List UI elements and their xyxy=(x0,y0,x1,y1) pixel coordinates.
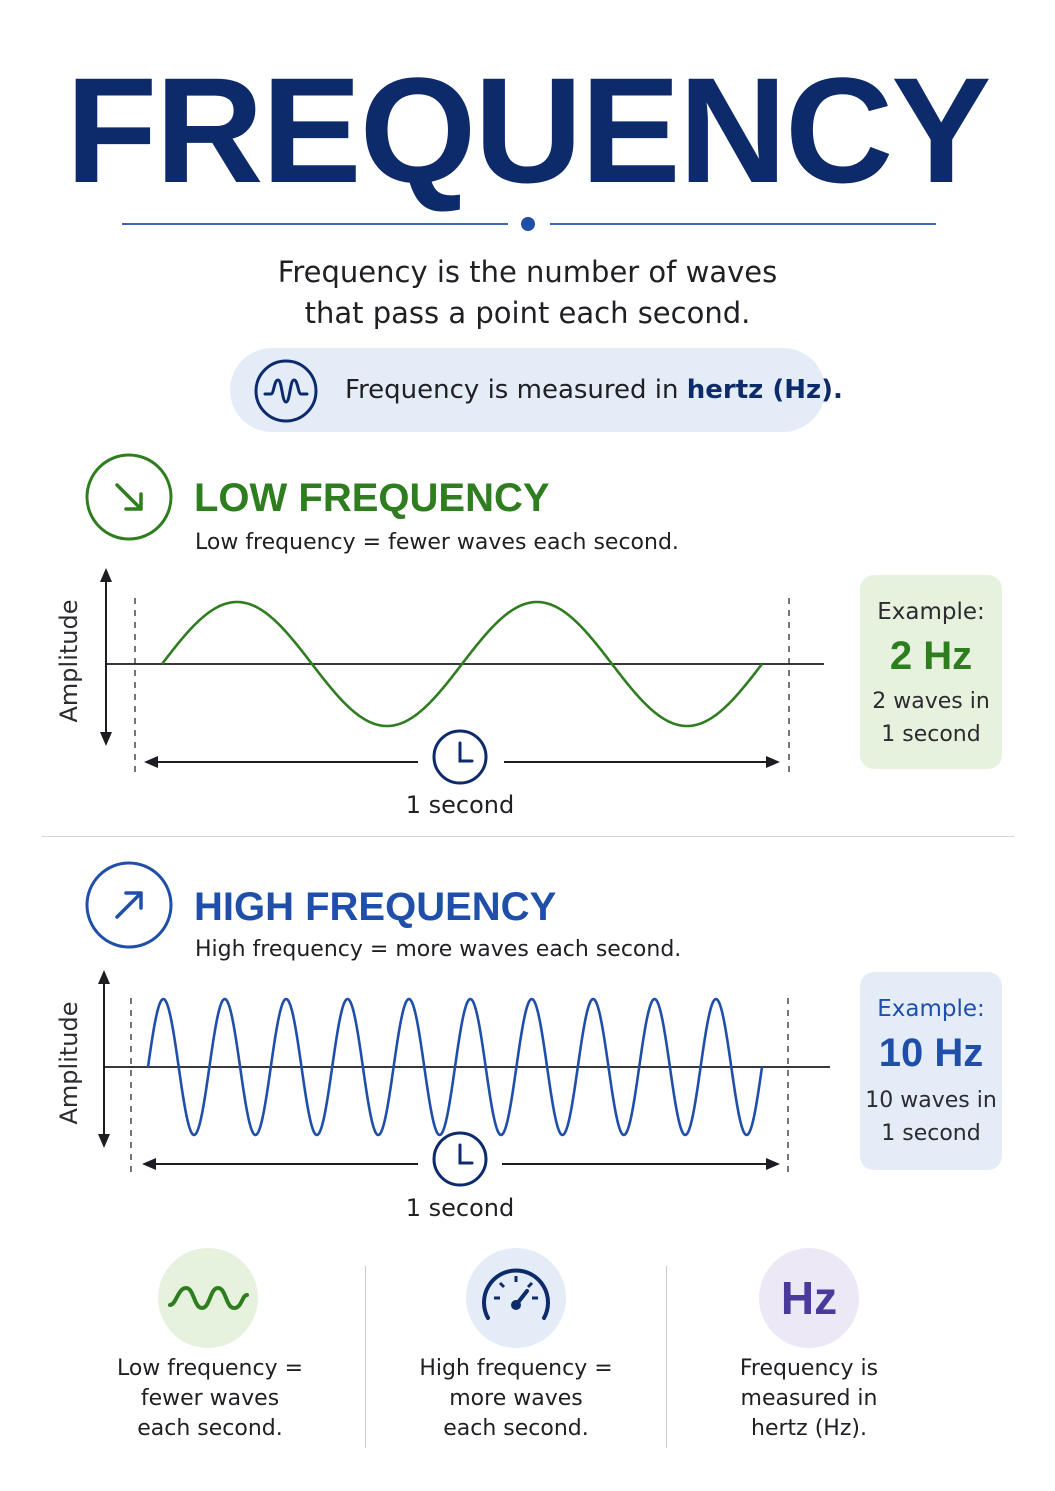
summary-high-badge xyxy=(466,1248,566,1348)
high-amplitude-arrow-down xyxy=(98,1134,110,1148)
high-wave-line xyxy=(146,997,764,1137)
summary-low-line-2: fewer waves xyxy=(140,1386,280,1411)
low-example-value: 2 Hz xyxy=(889,634,973,678)
low-frequency-title: LOW FREQUENCY xyxy=(194,476,550,520)
summary-low-line-3: each second. xyxy=(137,1416,283,1441)
high-example-box: Example: 10 Hz 10 waves in 1 second xyxy=(860,972,1002,1170)
low-frequency-subtitle: Low frequency = fewer waves each second. xyxy=(195,530,679,555)
high-example-value: 10 Hz xyxy=(878,1031,984,1075)
summary-high-line-2: more waves xyxy=(449,1386,583,1411)
summary-high-line-1: High frequency = xyxy=(419,1356,613,1381)
title-rule-dot xyxy=(521,217,535,231)
summary-low-badge xyxy=(158,1248,258,1348)
unit-note-prefix: Frequency is measured in xyxy=(345,375,687,405)
high-example-label: Example: xyxy=(877,996,985,1022)
high-time-arrow-right xyxy=(766,1158,780,1170)
clock-icon xyxy=(432,729,488,785)
arrow-down-right-icon xyxy=(85,453,173,541)
high-frequency-title: HIGH FREQUENCY xyxy=(194,885,557,929)
summary-unit-text: Frequency is measured in hertz (Hz). xyxy=(679,1354,939,1444)
summary-high-line-3: each second. xyxy=(443,1416,589,1441)
summary-unit-line-2: measured in xyxy=(740,1386,878,1411)
low-time-label: 1 second xyxy=(405,791,515,819)
high-time-arrow-left xyxy=(142,1158,156,1170)
intro-line-2: that pass a point each second. xyxy=(304,296,751,330)
low-time-arrow-right xyxy=(766,756,780,768)
summary-high-text: High frequency = more waves each second. xyxy=(386,1354,646,1444)
arrow-up-right-icon xyxy=(85,861,173,949)
low-wave-line xyxy=(160,600,764,728)
wave-icon xyxy=(168,1285,249,1311)
unit-note-emphasis: hertz (Hz). xyxy=(686,375,843,405)
high-time-label: 1 second xyxy=(405,1194,515,1222)
high-example-note-1: 10 waves in xyxy=(865,1088,997,1113)
summary-low-line-1: Low frequency = xyxy=(116,1356,304,1381)
summary-unit-line-1: Frequency is xyxy=(739,1356,879,1381)
unit-note-pill xyxy=(230,348,825,432)
high-example-note-2: 1 second xyxy=(881,1121,981,1146)
summary-low-text: Low frequency = fewer waves each second. xyxy=(80,1354,340,1444)
title-rule-left xyxy=(122,223,508,225)
clock-icon xyxy=(432,1131,488,1187)
low-example-note-1: 2 waves in xyxy=(872,689,990,714)
high-frequency-diagram xyxy=(98,970,830,1187)
gauge-icon xyxy=(482,1268,550,1320)
low-time-arrow-left xyxy=(144,756,158,768)
wave-icon xyxy=(254,359,318,423)
summary-separator-1 xyxy=(365,1266,366,1448)
low-example-box: Example: 2 Hz 2 waves in 1 second xyxy=(860,575,1002,769)
low-amplitude-arrow-down xyxy=(100,732,112,746)
low-example-label: Example: xyxy=(877,599,985,625)
high-frequency-subtitle: High frequency = more waves each second. xyxy=(195,937,682,962)
hz-icon-text: Hz xyxy=(780,1272,838,1324)
intro-text: Frequency is the number of waves that pa… xyxy=(0,252,1055,334)
title-rule-right xyxy=(550,223,936,225)
low-amplitude-arrow-up xyxy=(100,568,112,582)
section-divider xyxy=(42,836,1014,837)
page-title: FREQUENCY xyxy=(65,46,992,214)
unit-note-text: Frequency is measured in hertz (Hz). xyxy=(345,370,843,410)
intro-line-1: Frequency is the number of waves xyxy=(277,255,778,289)
low-example-note-2: 1 second xyxy=(881,722,981,747)
hz-icon: Hz xyxy=(759,1248,859,1348)
low-frequency-diagram xyxy=(100,568,824,785)
summary-unit-line-3: hertz (Hz). xyxy=(751,1416,867,1441)
high-amplitude-arrow-up xyxy=(98,970,110,984)
summary-separator-2 xyxy=(666,1266,667,1448)
